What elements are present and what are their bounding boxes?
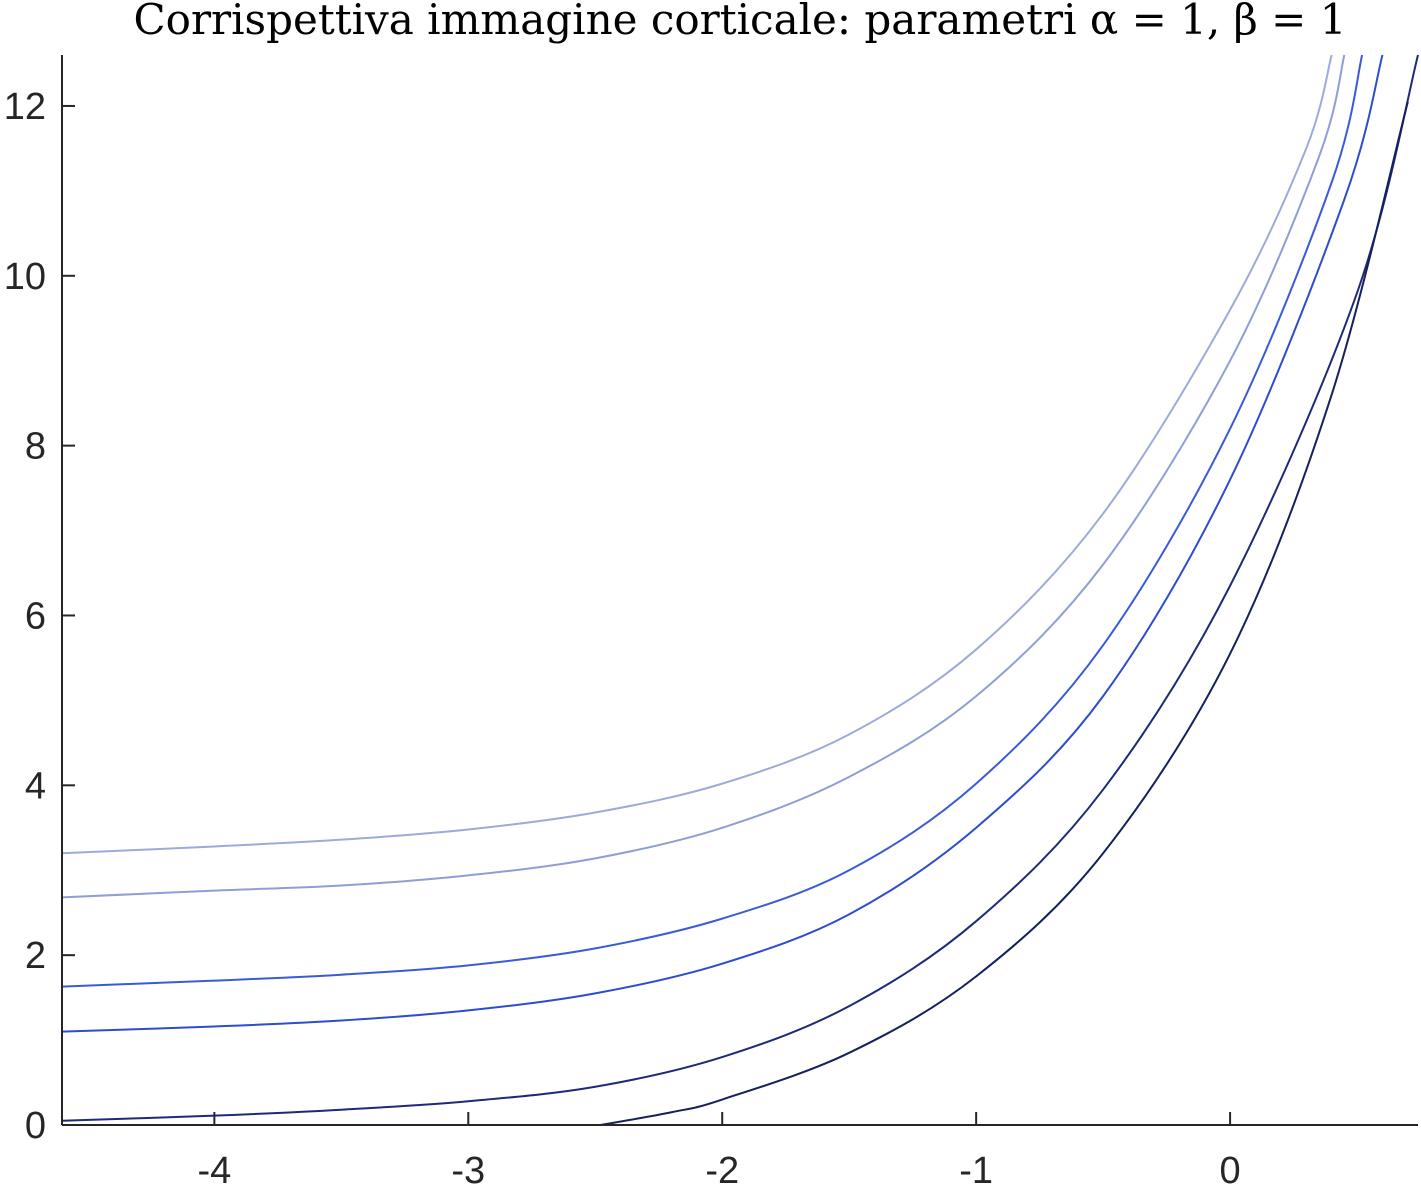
y-tick-label: 12 <box>4 86 46 128</box>
series-line-4 <box>61 54 1384 1033</box>
series-line-3 <box>61 54 1364 988</box>
series-line-1 <box>61 54 1333 855</box>
ticks-layer: -4 -3 -2 -1 0 0 2 4 6 8 10 12 <box>4 86 1241 1188</box>
axes-layer <box>61 55 1418 1126</box>
y-tick-label: 10 <box>4 256 46 298</box>
x-tick-label: -1 <box>959 1150 993 1188</box>
y-tick-label: 6 <box>25 595 46 637</box>
chart-title: Corrispettiva immagine corticale: parame… <box>134 0 1347 44</box>
y-tick-label: 2 <box>25 935 46 977</box>
series-line-2 <box>61 54 1346 899</box>
y-tick-label: 4 <box>25 765 46 807</box>
x-tick-label: -4 <box>197 1150 231 1188</box>
x-tick-label: -3 <box>451 1150 485 1188</box>
x-tick-label: -2 <box>705 1150 739 1188</box>
series-layer <box>61 54 1419 1126</box>
y-tick-label: 8 <box>25 426 46 468</box>
x-tick-label: 0 <box>1220 1150 1241 1188</box>
series-line-5 <box>61 54 1419 1122</box>
series-line-6 <box>600 101 1409 1126</box>
y-tick-label: 0 <box>25 1105 46 1147</box>
